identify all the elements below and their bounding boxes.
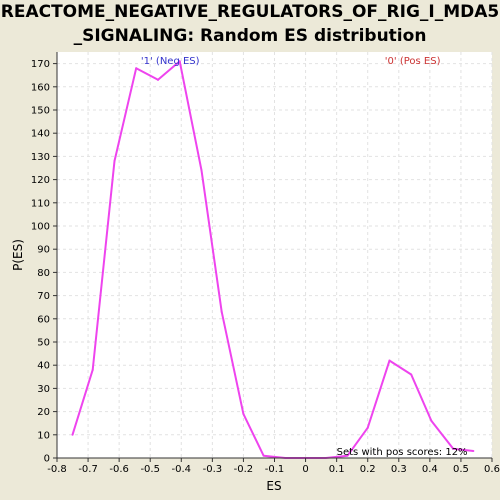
y-tick-label: 140 <box>31 129 50 140</box>
series-group <box>71 60 475 459</box>
x-tick-label: -0.1 <box>265 464 285 475</box>
y-tick-label: 170 <box>31 59 50 70</box>
data-point <box>410 373 413 376</box>
chart-title: REACTOME_NEGATIVE_REGULATORS_OF_RIG_I_MD… <box>0 0 500 48</box>
data-point <box>220 310 223 313</box>
y-tick-label: 30 <box>37 384 50 395</box>
x-tick-label: 0.6 <box>484 464 500 475</box>
x-tick-label: -0.7 <box>78 464 98 475</box>
y-tick-label: 60 <box>37 314 50 325</box>
data-point <box>452 447 455 450</box>
y-tick-label: 100 <box>31 222 50 233</box>
y-tick-label: 10 <box>37 430 50 441</box>
data-point <box>178 60 181 63</box>
chart-title-line2: _SIGNALING: Random ES distribution <box>73 26 427 46</box>
y-tick-label: 120 <box>31 175 50 186</box>
x-tick-label: -0.6 <box>109 464 129 475</box>
x-tick-label: -0.5 <box>140 464 160 475</box>
data-point <box>366 426 369 429</box>
data-point <box>156 78 159 81</box>
data-point <box>346 454 349 457</box>
series-line <box>71 60 474 459</box>
y-tick-label: 40 <box>37 361 50 372</box>
x-tick-label: 0.4 <box>422 464 438 475</box>
y-tick-label: 130 <box>31 152 50 163</box>
y-axis-label: P(ES) <box>11 239 25 271</box>
annotation-label: '0' (Pos ES) <box>385 56 441 67</box>
x-tick-label: -0.8 <box>47 464 67 475</box>
data-point <box>135 67 138 70</box>
x-tick-label: 0.5 <box>453 464 469 475</box>
x-tick-label: 0.1 <box>329 464 345 475</box>
data-point <box>472 450 475 453</box>
grid-lines <box>56 52 493 459</box>
data-point <box>71 433 74 436</box>
y-tick-label: 70 <box>37 291 50 302</box>
x-tick-label: 0 <box>302 464 308 475</box>
x-tick-label: -0.3 <box>203 464 223 475</box>
x-tick-label: -0.2 <box>234 464 254 475</box>
y-tick-label: 80 <box>37 268 50 279</box>
data-point <box>430 419 433 422</box>
data-point <box>242 412 245 415</box>
y-tick-label: 20 <box>37 407 50 418</box>
data-point <box>113 160 116 163</box>
data-point <box>200 169 203 172</box>
x-axis-label: ES <box>266 479 281 493</box>
y-tick-label: 0 <box>44 454 50 465</box>
y-ticks: 0 10 20 30 40 50 60 70 80 90 100 110 120 130 140 150 160… <box>31 59 57 465</box>
data-point <box>262 454 265 457</box>
y-tick-label: 150 <box>31 106 50 117</box>
data-point <box>91 368 94 371</box>
x-tick-label: 0.2 <box>360 464 376 475</box>
annotation-label: Sets with pos scores: 12% <box>337 447 468 458</box>
y-tick-label: 90 <box>37 245 50 256</box>
y-tick-label: 110 <box>31 198 50 209</box>
annotation-label: '1' (Neg ES) <box>141 56 200 67</box>
annotations-group: '1' (Neg ES) '0' (Pos ES) Sets with pos sc… <box>141 56 468 458</box>
chart-title-line1: REACTOME_NEGATIVE_REGULATORS_OF_RIG_I_MD… <box>0 2 500 22</box>
y-tick-label: 50 <box>37 338 50 349</box>
x-tick-label: 0.3 <box>391 464 407 475</box>
x-ticks: -0.8 -0.7 -0.6 -0.5 -0.4 -0.3 -0.2 -0.1 0 0.1 0.2 0… <box>47 458 500 475</box>
y-tick-label: 160 <box>31 82 50 93</box>
data-point <box>388 359 391 362</box>
x-tick-label: -0.4 <box>172 464 192 475</box>
